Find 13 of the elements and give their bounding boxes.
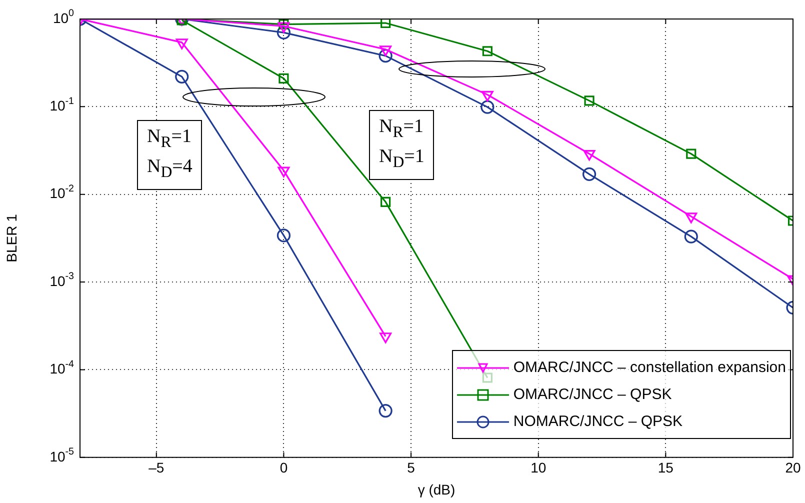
x-tick-label: 15: [658, 460, 674, 476]
annotation: N$_{R}$=1 N$_{D}$=4: [147, 125, 192, 183]
x-tick-label: 10: [530, 460, 546, 476]
x-tick-label: –5: [148, 460, 164, 476]
x-axis-title: γ (dB): [418, 481, 456, 498]
y-axis-title: BLER 1: [3, 214, 20, 262]
annotation: N$_{R}$=1 N$_{D}$=1: [379, 115, 424, 173]
x-tick-label: 0: [280, 460, 288, 476]
legend-label: OMARC/JNCC – constellation expansion: [513, 359, 786, 376]
x-tick-label: 5: [407, 460, 416, 476]
x-tick-label: 20: [785, 460, 801, 476]
legend-label: OMARC/JNCC – QPSK: [513, 386, 672, 403]
legend-label: NOMARC/JNCC – QPSK: [513, 413, 683, 430]
